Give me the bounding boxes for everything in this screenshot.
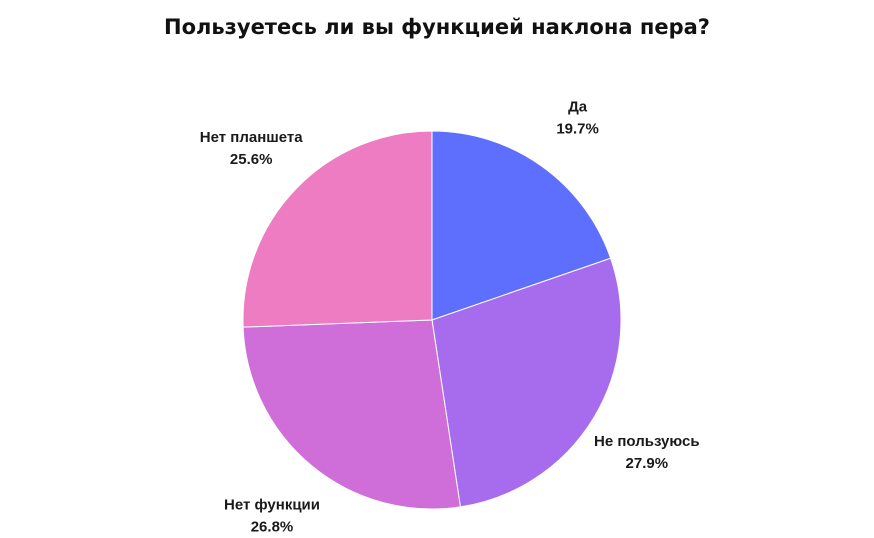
slice-value-label: 27.9% (626, 455, 669, 472)
pie-slice (242, 319, 461, 510)
slice-label: Да (568, 99, 588, 116)
slice-value-label: 19.7% (556, 121, 599, 138)
slice-value-label: 25.6% (230, 151, 273, 168)
slice-label: Не пользуюсь (594, 433, 700, 450)
chart-title: Пользуетесь ли вы функцией наклона пера? (164, 15, 710, 39)
pie-slice (431, 130, 612, 321)
pie-slice (431, 257, 622, 508)
pie-labels: Да 19.7% Не пользуюсь 27.9% Нет функции 26.8%… (200, 99, 700, 536)
pie-slices (242, 130, 622, 510)
pie-slice (242, 130, 433, 328)
slice-value-label: 26.8% (251, 518, 294, 535)
slice-label: Нет функции (224, 496, 320, 513)
slice-label: Нет планшета (200, 129, 303, 146)
